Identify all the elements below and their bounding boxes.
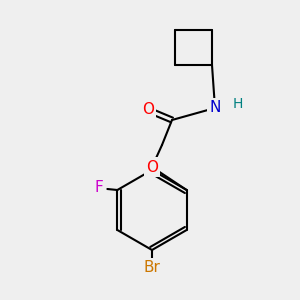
Text: H: H — [233, 97, 243, 111]
Text: N: N — [209, 100, 221, 116]
Text: F: F — [95, 181, 104, 196]
Text: O: O — [142, 103, 154, 118]
Text: Br: Br — [144, 260, 160, 275]
Text: O: O — [146, 160, 158, 175]
